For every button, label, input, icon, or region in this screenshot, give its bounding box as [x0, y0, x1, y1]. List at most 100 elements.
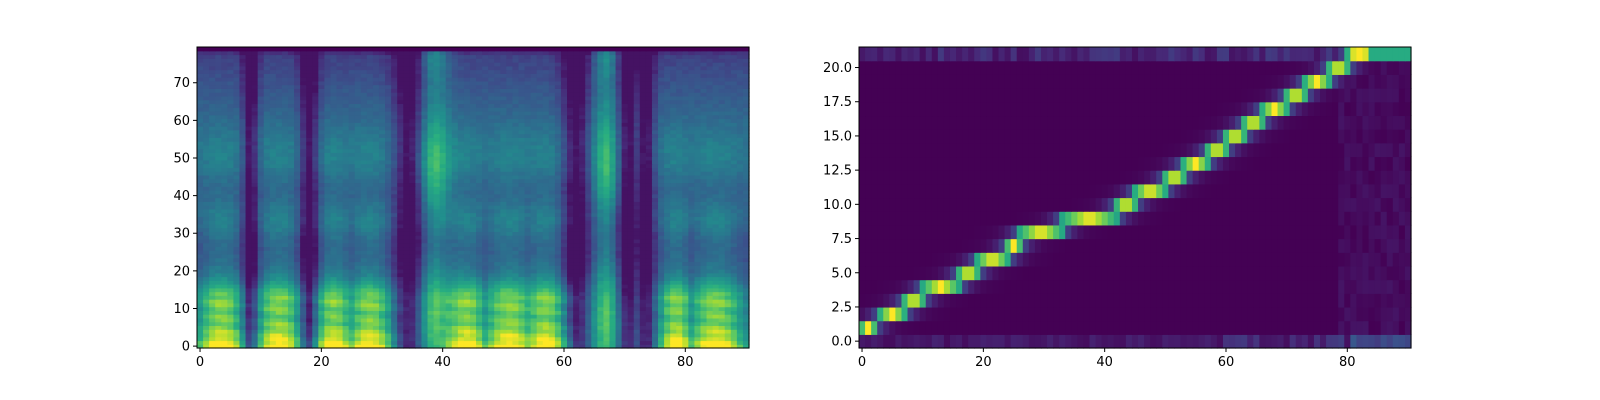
- spectrogram-cell: [294, 310, 301, 315]
- spectrogram-cell: [530, 336, 538, 342]
- spectrogram-cell: [415, 325, 423, 330]
- spectrogram-cell: [197, 329, 204, 334]
- spectrogram-cell: [342, 272, 350, 278]
- spectrogram-cell: [482, 197, 489, 202]
- spectrogram-cell: [348, 246, 356, 251]
- spectrogram-cell: [318, 344, 325, 349]
- spectrogram-cell: [463, 336, 471, 342]
- spectrogram-cell: [621, 227, 629, 232]
- spectrogram-cell: [718, 227, 726, 232]
- spectrogram-cell: [415, 208, 423, 214]
- spectrogram-cell: [488, 253, 495, 259]
- spectrogram-cell: [585, 231, 592, 236]
- spectrogram-cell: [397, 299, 404, 304]
- spectrogram-cell: [275, 280, 283, 285]
- spectrogram-cell: [360, 235, 368, 240]
- spectrogram-cell: [245, 325, 253, 330]
- spectrogram-cell: [518, 167, 526, 172]
- spectrogram-cell: [269, 174, 277, 180]
- spectrogram-cell: [536, 302, 544, 308]
- spectrogram-cell: [312, 340, 319, 345]
- spectrogram-cell: [366, 299, 374, 304]
- spectrogram-cell: [476, 276, 483, 281]
- spectrogram-cell: [494, 302, 501, 308]
- spectrogram-cell: [651, 268, 659, 274]
- spectrogram-cell: [670, 280, 677, 285]
- spectrogram-cell: [512, 325, 520, 330]
- spectrogram-cell: [372, 291, 380, 296]
- spectrogram-cell: [433, 167, 441, 172]
- spectrogram-cell: [324, 268, 332, 274]
- spectrogram-cell: [585, 227, 592, 232]
- spectrogram-cell: [427, 246, 435, 251]
- spectrogram-cell: [251, 295, 259, 300]
- spectrogram-cell: [336, 238, 344, 244]
- spectrogram-cell: [518, 201, 526, 206]
- spectrogram-cell: [469, 193, 477, 199]
- spectrogram-cell: [251, 272, 259, 278]
- spectrogram-cell: [269, 295, 277, 300]
- spectrogram-cell: [348, 299, 356, 304]
- spectrogram-cell: [294, 276, 301, 281]
- spectrogram-cell: [306, 201, 313, 206]
- spectrogram-cell: [409, 156, 416, 161]
- spectrogram-cell: [536, 159, 544, 165]
- spectrogram-cell: [306, 152, 313, 157]
- spectrogram-cell: [664, 167, 671, 172]
- spectrogram-cell: [239, 306, 247, 311]
- spectrogram-cell: [348, 295, 356, 300]
- spectrogram-cell: [724, 261, 732, 266]
- spectrogram-cell: [518, 268, 526, 274]
- spectrogram-cell: [378, 317, 386, 323]
- spectrogram-cell: [573, 340, 580, 345]
- spectrogram-cell: [494, 159, 501, 165]
- spectrogram-cell: [500, 317, 507, 323]
- spectrogram-cell: [354, 178, 362, 184]
- spectrogram-cell: [415, 302, 423, 308]
- spectrogram-cell: [366, 144, 374, 150]
- spectrogram-cell: [378, 201, 386, 206]
- spectrogram-cell: [415, 314, 423, 319]
- spectrogram-cell: [445, 208, 453, 214]
- spectrogram-cell: [651, 321, 659, 327]
- spectrogram-cell: [554, 257, 562, 263]
- spectrogram-cell: [682, 174, 689, 180]
- spectrogram-cell: [233, 193, 241, 199]
- spectrogram-cell: [567, 299, 574, 304]
- spectrogram-cell: [385, 340, 392, 345]
- spectrogram-cell: [627, 227, 635, 232]
- spectrogram-cell: [287, 344, 295, 349]
- spectrogram-cell: [597, 291, 605, 296]
- spectrogram-cell: [597, 163, 605, 168]
- spectrogram-cell: [433, 227, 441, 232]
- spectrogram-cell: [469, 321, 477, 327]
- spectrogram-cell: [409, 299, 416, 304]
- spectrogram-cell: [645, 178, 653, 184]
- spectrogram-cell: [573, 156, 580, 161]
- spectrogram-cell: [603, 220, 611, 225]
- spectrogram-cell: [451, 193, 459, 199]
- spectrogram-cell: [318, 223, 325, 229]
- spectrogram-cell: [494, 193, 501, 199]
- spectrogram-cell: [524, 340, 532, 345]
- spectrogram-cell: [366, 306, 374, 311]
- spectrogram-cell: [318, 306, 325, 311]
- spectrogram-cell: [560, 178, 568, 184]
- spectrogram-cell: [718, 314, 726, 319]
- spectrogram-cell: [615, 186, 623, 191]
- spectrogram-cell: [706, 321, 714, 327]
- spectrogram-cell: [239, 302, 247, 308]
- spectrogram-cell: [554, 223, 562, 229]
- spectrogram-cell: [318, 141, 325, 146]
- spectrogram-cell: [609, 212, 617, 217]
- spectrogram-cell: [567, 156, 574, 161]
- spectrogram-cell: [476, 186, 483, 191]
- spectrogram-cell: [536, 223, 544, 229]
- spectrogram-cell: [318, 287, 325, 293]
- spectrogram-cell: [506, 193, 514, 199]
- spectrogram-cell: [694, 167, 702, 172]
- spectrogram-cell: [385, 231, 392, 236]
- spectrogram-cell: [730, 295, 738, 300]
- spectrogram-cell: [378, 238, 386, 244]
- spectrogram-cell: [409, 332, 416, 338]
